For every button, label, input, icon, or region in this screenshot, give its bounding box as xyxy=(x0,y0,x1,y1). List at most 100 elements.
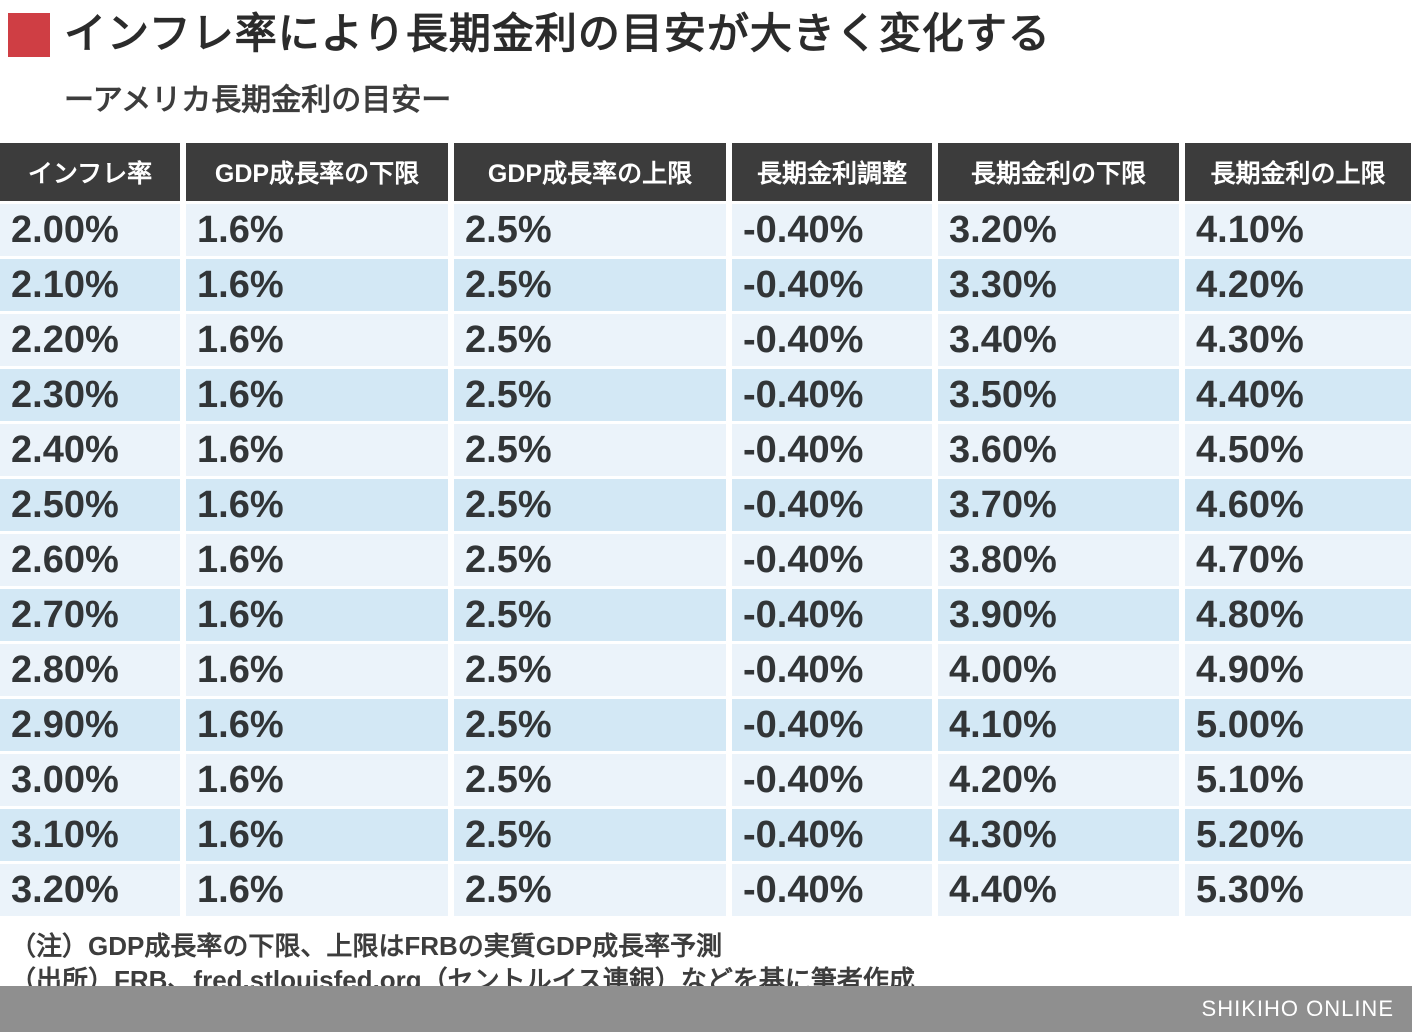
table-cell: -0.40% xyxy=(732,259,932,311)
table-cell: 2.5% xyxy=(454,424,726,476)
rate-table: インフレ率 GDP成長率の下限 GDP成長率の上限 長期金利調整 長期金利の下限… xyxy=(0,143,1412,916)
table-cell: -0.40% xyxy=(732,204,932,256)
table-cell: 2.50% xyxy=(0,479,180,531)
table-cell: 2.5% xyxy=(454,534,726,586)
table-cell: 2.00% xyxy=(0,204,180,256)
table-cell: -0.40% xyxy=(732,754,932,806)
footer-bar: SHIKIHO ONLINE xyxy=(0,986,1412,1032)
table-cell: 2.20% xyxy=(0,314,180,366)
table-cell: 5.20% xyxy=(1185,809,1411,861)
table-cell: 2.40% xyxy=(0,424,180,476)
table-cell: 4.20% xyxy=(938,754,1179,806)
table-cell: 3.20% xyxy=(0,864,180,916)
table-cell: 4.00% xyxy=(938,644,1179,696)
table-row: 3.00% 1.6% 2.5% -0.40% 4.20% 5.10% xyxy=(0,754,1412,806)
table-cell: 5.00% xyxy=(1185,699,1411,751)
table-cell: 5.10% xyxy=(1185,754,1411,806)
title-block: インフレ率により長期金利の目安が大きく変化する xyxy=(0,0,1412,58)
column-header-rate-lower: 長期金利の下限 xyxy=(938,143,1179,201)
table-cell: 2.5% xyxy=(454,204,726,256)
table-cell: 4.70% xyxy=(1185,534,1411,586)
column-header-inflation: インフレ率 xyxy=(0,143,180,201)
table-row: 2.30% 1.6% 2.5% -0.40% 3.50% 4.40% xyxy=(0,369,1412,421)
table-cell: 1.6% xyxy=(186,259,448,311)
table-cell: 3.50% xyxy=(938,369,1179,421)
table-cell: -0.40% xyxy=(732,809,932,861)
table-cell: 2.80% xyxy=(0,644,180,696)
table-cell: 4.10% xyxy=(1185,204,1411,256)
column-header-rate-adjustment: 長期金利調整 xyxy=(732,143,932,201)
table-header-row: インフレ率 GDP成長率の下限 GDP成長率の上限 長期金利調整 長期金利の下限… xyxy=(0,143,1412,201)
table-cell: 1.6% xyxy=(186,534,448,586)
table-row: 2.00% 1.6% 2.5% -0.40% 3.20% 4.10% xyxy=(0,204,1412,256)
table-cell: 2.5% xyxy=(454,864,726,916)
table-row: 2.50% 1.6% 2.5% -0.40% 3.70% 4.60% xyxy=(0,479,1412,531)
brand-text: SHIKIHO ONLINE xyxy=(1201,996,1394,1021)
table-row: 3.10% 1.6% 2.5% -0.40% 4.30% 5.20% xyxy=(0,809,1412,861)
table-cell: 2.5% xyxy=(454,754,726,806)
table-cell: 1.6% xyxy=(186,424,448,476)
table-cell: 3.40% xyxy=(938,314,1179,366)
table-cell: 4.90% xyxy=(1185,644,1411,696)
table-cell: 2.10% xyxy=(0,259,180,311)
column-header-rate-upper: 長期金利の上限 xyxy=(1185,143,1411,201)
column-header-gdp-upper: GDP成長率の上限 xyxy=(454,143,726,201)
table-cell: 4.40% xyxy=(1185,369,1411,421)
table-cell: 1.6% xyxy=(186,204,448,256)
table-cell: 2.5% xyxy=(454,644,726,696)
table-cell: 1.6% xyxy=(186,589,448,641)
table-cell: -0.40% xyxy=(732,424,932,476)
table-cell: 4.30% xyxy=(1185,314,1411,366)
table-cell: 4.10% xyxy=(938,699,1179,751)
table-row: 2.70% 1.6% 2.5% -0.40% 3.90% 4.80% xyxy=(0,589,1412,641)
table-cell: -0.40% xyxy=(732,644,932,696)
table-cell: 4.20% xyxy=(1185,259,1411,311)
table-cell: 2.5% xyxy=(454,479,726,531)
table-cell: 1.6% xyxy=(186,754,448,806)
table-row: 3.20% 1.6% 2.5% -0.40% 4.40% 5.30% xyxy=(0,864,1412,916)
table-cell: 3.20% xyxy=(938,204,1179,256)
table-cell: 3.90% xyxy=(938,589,1179,641)
table-row: 2.60% 1.6% 2.5% -0.40% 3.80% 4.70% xyxy=(0,534,1412,586)
page-subtitle: ーアメリカ長期金利の目安ー xyxy=(64,84,452,117)
table-cell: 2.5% xyxy=(454,809,726,861)
table-cell: -0.40% xyxy=(732,534,932,586)
table-row: 2.80% 1.6% 2.5% -0.40% 4.00% 4.90% xyxy=(0,644,1412,696)
table-cell: 2.5% xyxy=(454,369,726,421)
table-cell: 4.50% xyxy=(1185,424,1411,476)
page-title: インフレ率により長期金利の目安が大きく変化する xyxy=(64,10,1051,57)
table-cell: 4.30% xyxy=(938,809,1179,861)
table-cell: 3.60% xyxy=(938,424,1179,476)
table-cell: 1.6% xyxy=(186,864,448,916)
table-cell: 1.6% xyxy=(186,314,448,366)
title-bullet-square xyxy=(8,13,50,57)
table-cell: 2.5% xyxy=(454,589,726,641)
table-cell: 3.00% xyxy=(0,754,180,806)
table-row: 2.10% 1.6% 2.5% -0.40% 3.30% 4.20% xyxy=(0,259,1412,311)
table-cell: 4.60% xyxy=(1185,479,1411,531)
table-cell: 3.30% xyxy=(938,259,1179,311)
table-cell: 3.10% xyxy=(0,809,180,861)
table-cell: 1.6% xyxy=(186,479,448,531)
table-cell: 5.30% xyxy=(1185,864,1411,916)
table-cell: -0.40% xyxy=(732,864,932,916)
table-cell: 2.70% xyxy=(0,589,180,641)
table-cell: 1.6% xyxy=(186,809,448,861)
table-cell: 2.60% xyxy=(0,534,180,586)
table-cell: 1.6% xyxy=(186,644,448,696)
table-cell: -0.40% xyxy=(732,589,932,641)
table-cell: 2.5% xyxy=(454,259,726,311)
note-line: （注）GDP成長率の下限、上限はFRBの実質GDP成長率予測 xyxy=(10,931,723,961)
table-cell: 3.80% xyxy=(938,534,1179,586)
table-cell: 4.80% xyxy=(1185,589,1411,641)
column-header-gdp-lower: GDP成長率の下限 xyxy=(186,143,448,201)
table-row: 2.20% 1.6% 2.5% -0.40% 3.40% 4.30% xyxy=(0,314,1412,366)
table-row: 2.40% 1.6% 2.5% -0.40% 3.60% 4.50% xyxy=(0,424,1412,476)
table-cell: 2.5% xyxy=(454,699,726,751)
table-cell: -0.40% xyxy=(732,314,932,366)
table-cell: 1.6% xyxy=(186,699,448,751)
table-cell: -0.40% xyxy=(732,699,932,751)
table-cell: 3.70% xyxy=(938,479,1179,531)
table-cell: -0.40% xyxy=(732,369,932,421)
table-cell: 2.30% xyxy=(0,369,180,421)
